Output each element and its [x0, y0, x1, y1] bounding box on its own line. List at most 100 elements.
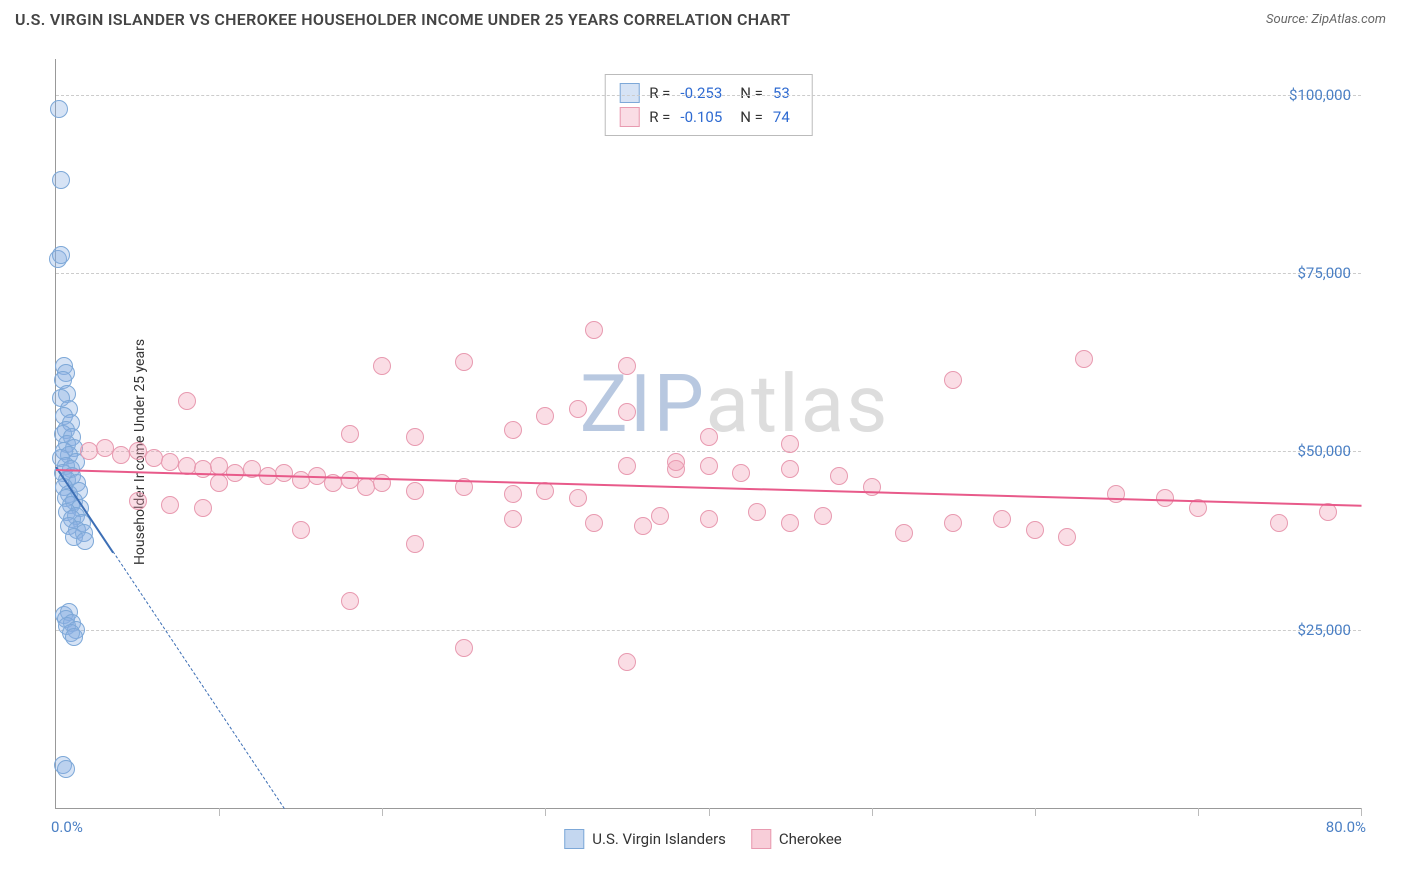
data-point [178, 392, 196, 410]
data-point [145, 449, 163, 467]
data-point [52, 171, 70, 189]
chart-header: U.S. VIRGIN ISLANDER VS CHEROKEE HOUSEHO… [0, 0, 1406, 34]
data-point [700, 428, 718, 446]
data-point [569, 400, 587, 418]
data-point [504, 421, 522, 439]
data-point [700, 510, 718, 528]
y-tick-label: $100,000 [1289, 86, 1351, 104]
source-label: Source: ZipAtlas.com [1266, 12, 1386, 27]
data-point [651, 507, 669, 525]
stats-row: R = -0.105 N = 74 [619, 105, 798, 129]
gridline [56, 273, 1361, 274]
data-point [781, 460, 799, 478]
data-point [406, 482, 424, 500]
stats-row: R = -0.253 N = 53 [619, 81, 798, 105]
plot-area: ZIPatlas 0.0% 80.0% R =-0.253N =53R =-0.… [55, 59, 1361, 809]
data-point [65, 628, 83, 646]
x-axis-start-label: 0.0% [51, 818, 83, 836]
legend-item: U.S. Virgin Islanders [564, 829, 726, 849]
data-point [406, 535, 424, 553]
stat-n-label: N = [740, 108, 763, 126]
data-point [830, 467, 848, 485]
stats-swatch [619, 107, 639, 127]
x-tick [382, 808, 383, 816]
data-point [52, 246, 70, 264]
data-point [161, 453, 179, 471]
data-point [944, 371, 962, 389]
data-point [814, 507, 832, 525]
data-point [781, 435, 799, 453]
data-point [455, 639, 473, 657]
data-point [1156, 489, 1174, 507]
data-point [618, 457, 636, 475]
data-point [504, 485, 522, 503]
legend-swatch [564, 829, 584, 849]
stat-n-label: N = [740, 84, 763, 102]
legend-label: U.S. Virgin Islanders [592, 830, 726, 848]
watermark-atlas: atlas [705, 357, 889, 451]
stats-swatch [619, 83, 639, 103]
bottom-legend: U.S. Virgin Islanders Cherokee [564, 829, 841, 849]
watermark-zip: ZIP [580, 357, 706, 451]
data-point [993, 510, 1011, 528]
data-point [96, 439, 114, 457]
data-point [1026, 521, 1044, 539]
stat-n-value: 74 [773, 108, 790, 126]
data-point [226, 464, 244, 482]
stat-r-value: -0.253 [680, 84, 722, 102]
data-point [781, 514, 799, 532]
data-point [1270, 514, 1288, 532]
data-point [585, 321, 603, 339]
data-point [161, 496, 179, 514]
data-point [618, 403, 636, 421]
data-point [194, 460, 212, 478]
x-tick [1035, 808, 1036, 816]
y-tick-label: $50,000 [1297, 442, 1351, 460]
data-point [569, 489, 587, 507]
data-point [732, 464, 750, 482]
data-point [210, 457, 228, 475]
data-point [292, 521, 310, 539]
x-tick [709, 808, 710, 816]
data-point [76, 532, 94, 550]
data-point [129, 492, 147, 510]
data-point [341, 471, 359, 489]
legend-label: Cherokee [779, 830, 842, 848]
chart-title: U.S. VIRGIN ISLANDER VS CHEROKEE HOUSEHO… [15, 10, 791, 29]
gridline [56, 95, 1361, 96]
data-point [341, 425, 359, 443]
data-point [80, 442, 98, 460]
legend-swatch [751, 829, 771, 849]
gridline [56, 451, 1361, 452]
data-point [50, 100, 68, 118]
stat-r-label: R = [649, 108, 670, 126]
data-point [194, 499, 212, 517]
x-tick [545, 808, 546, 816]
data-point [129, 442, 147, 460]
data-point [618, 653, 636, 671]
y-tick-label: $75,000 [1297, 264, 1351, 282]
data-point [1107, 485, 1125, 503]
stat-n-value: 53 [773, 84, 790, 102]
data-point [406, 428, 424, 446]
data-point [210, 474, 228, 492]
data-point [634, 517, 652, 535]
gridline [56, 630, 1361, 631]
y-tick-label: $25,000 [1297, 621, 1351, 639]
data-point [373, 357, 391, 375]
data-point [618, 357, 636, 375]
data-point [504, 510, 522, 528]
data-point [667, 453, 685, 471]
data-point [341, 592, 359, 610]
stat-r-label: R = [649, 84, 670, 102]
data-point [275, 464, 293, 482]
stat-r-value: -0.105 [680, 108, 722, 126]
data-point [455, 353, 473, 371]
data-point [292, 471, 310, 489]
data-point [357, 478, 375, 496]
data-point [1058, 528, 1076, 546]
data-point [585, 514, 603, 532]
x-tick [219, 808, 220, 816]
x-tick [872, 808, 873, 816]
chart-container: Householder Income Under 25 years ZIPatl… [15, 44, 1391, 859]
